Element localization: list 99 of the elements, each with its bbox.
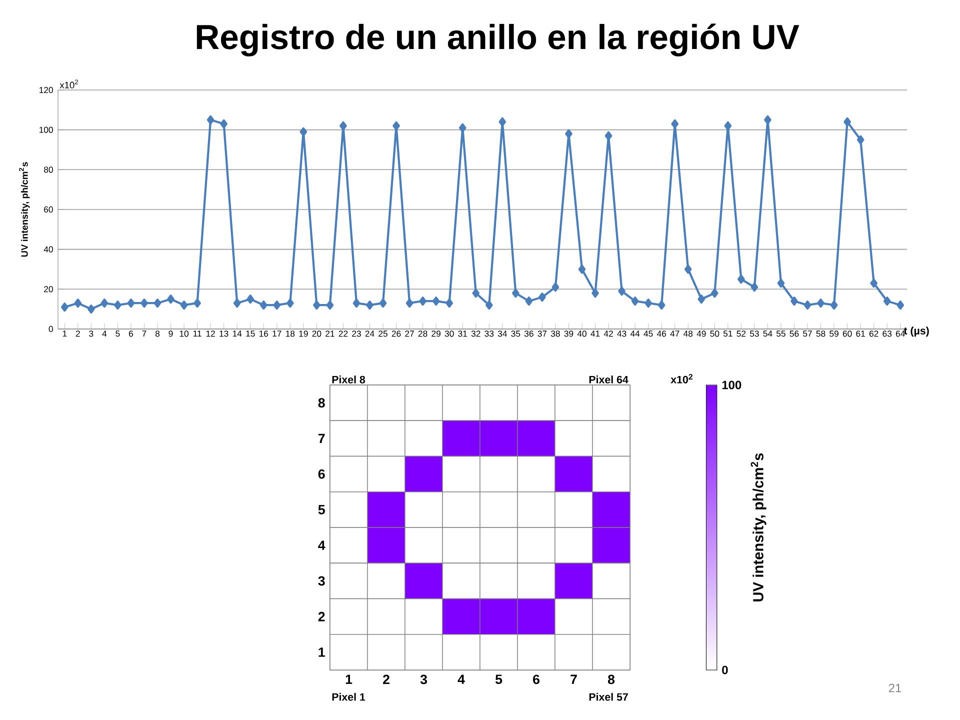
x-tick-label: 2 bbox=[76, 330, 80, 337]
x-tick-label: 45 bbox=[644, 330, 653, 337]
y-tick-label: 7 bbox=[318, 434, 325, 444]
x-tick-label: 56 bbox=[790, 330, 799, 337]
x-tick-label: 44 bbox=[630, 330, 640, 337]
x-tick-label: 57 bbox=[803, 330, 812, 337]
x-tick-label: 38 bbox=[550, 330, 560, 337]
x-tick-label: 35 bbox=[511, 330, 520, 337]
x-tick-label: 51 bbox=[723, 330, 732, 337]
x-tick-label: 64 bbox=[896, 330, 905, 337]
x-tick-label: 37 bbox=[538, 330, 547, 337]
x-tick-label: 6 bbox=[128, 330, 133, 337]
x-tick-label: 26 bbox=[392, 330, 401, 337]
color-bar-label: 100 bbox=[722, 380, 742, 390]
x-tick-label: 39 bbox=[564, 330, 574, 337]
x-tick-label: 63 bbox=[882, 330, 892, 337]
x-tick-label: 31 bbox=[458, 330, 467, 337]
x-tick-label: 49 bbox=[696, 330, 706, 337]
y-tick-label: 4 bbox=[318, 540, 326, 550]
chart-title: Registro de un anillo en la región UV bbox=[196, 24, 800, 56]
x-tick-label: 7 bbox=[142, 330, 146, 337]
x-tick-label: 8 bbox=[608, 674, 615, 684]
x-tick-label: 42 bbox=[604, 330, 613, 337]
x-tick-label: 32 bbox=[471, 330, 480, 337]
x-tick-label: 16 bbox=[259, 330, 268, 337]
x-tick-label: 28 bbox=[418, 330, 428, 337]
y-tick-label: 3 bbox=[318, 576, 325, 586]
x-tick-label: 29 bbox=[432, 330, 440, 337]
x-tick-label: 41 bbox=[590, 330, 600, 337]
x-tick-label: 8 bbox=[155, 330, 160, 337]
x-tick-label: 19 bbox=[299, 330, 308, 337]
x-tick-label: 62 bbox=[869, 330, 878, 337]
x-tick-label: 25 bbox=[378, 330, 388, 337]
text: Pixel 8 bbox=[332, 376, 366, 384]
x-tick-label: 3 bbox=[89, 330, 94, 337]
x-tick-label: 30 bbox=[444, 330, 454, 337]
x-tick-label: 13 bbox=[220, 330, 228, 337]
y-tick-label: 6 bbox=[318, 469, 325, 479]
y-axis-title: UV intensity, ph/cm$^{2}$s bbox=[19, 162, 30, 257]
x-tick-label: 18 bbox=[286, 330, 295, 337]
x-tick-label: 60 bbox=[842, 330, 852, 337]
x-tick-label: 24 bbox=[365, 330, 374, 337]
x-tick-label: 53 bbox=[750, 330, 759, 337]
x-tick-label: 7 bbox=[570, 674, 577, 684]
x-tick-label: 48 bbox=[684, 330, 693, 337]
x-tick-label: 5 bbox=[116, 330, 120, 337]
x-tick-label: 2 bbox=[383, 674, 390, 684]
color-bar-label: 0 bbox=[722, 666, 728, 674]
x-tick-label: 59 bbox=[830, 330, 838, 337]
x-tick-label: 3 bbox=[420, 674, 427, 684]
x-tick-label: 21 bbox=[326, 330, 334, 337]
text: 21 bbox=[888, 684, 902, 692]
y-tick-label: 100 bbox=[40, 126, 53, 133]
y-tick-label: 60 bbox=[44, 206, 53, 213]
y-tick-label: 80 bbox=[44, 166, 53, 173]
y-tick-label: 5 bbox=[318, 505, 325, 514]
y-tick-label: 0 bbox=[48, 326, 53, 332]
x-axis-title: t (µs) bbox=[904, 326, 929, 337]
x-tick-label: 9 bbox=[168, 330, 173, 337]
x-tick-label: 14 bbox=[232, 330, 242, 337]
text: Pixel 1 bbox=[332, 692, 366, 701]
text: Pixel 57 bbox=[589, 692, 628, 701]
y-tick-label: 40 bbox=[44, 246, 53, 252]
x-tick-label: 23 bbox=[352, 330, 361, 337]
y-tick-label: 8 bbox=[318, 398, 325, 408]
x-tick-label: 10 bbox=[180, 330, 189, 337]
x-tick-label: 43 bbox=[617, 330, 626, 337]
x-tick-label: 27 bbox=[405, 330, 414, 337]
x-tick-label: 22 bbox=[338, 330, 348, 337]
x-tick-label: 47 bbox=[670, 330, 680, 337]
text: x10$^{2}$ bbox=[670, 374, 693, 384]
x-tick-label: 1 bbox=[62, 330, 67, 337]
x-tick-label: 36 bbox=[524, 330, 534, 337]
x-tick-label: 54 bbox=[763, 330, 772, 337]
text: x10$^{2}$ bbox=[60, 80, 78, 88]
x-tick-label: 40 bbox=[577, 330, 586, 337]
x-tick-label: 5 bbox=[495, 674, 502, 684]
x-tick-label: 58 bbox=[816, 330, 826, 337]
x-tick-label: 46 bbox=[656, 330, 666, 337]
x-tick-label: 52 bbox=[736, 330, 746, 337]
y-tick-label: 20 bbox=[44, 286, 53, 292]
x-tick-label: 17 bbox=[272, 330, 282, 337]
x-tick-label: 1 bbox=[346, 674, 352, 684]
x-tick-label: 11 bbox=[193, 330, 202, 337]
x-tick-label: 55 bbox=[776, 330, 786, 337]
x-tick-label: 6 bbox=[533, 674, 540, 684]
x-tick-label: 61 bbox=[856, 330, 865, 337]
x-tick-label: 15 bbox=[246, 330, 255, 337]
x-tick-label: 50 bbox=[710, 330, 720, 337]
x-tick-label: 4 bbox=[102, 330, 107, 337]
y-tick-label: 120 bbox=[40, 86, 53, 94]
x-tick-label: 33 bbox=[484, 330, 494, 337]
x-tick-label: 4 bbox=[458, 674, 465, 684]
y-tick-label: 2 bbox=[318, 612, 325, 622]
y-tick-label: 1 bbox=[318, 648, 325, 657]
x-tick-label: 34 bbox=[498, 330, 507, 337]
color-bar-title: UV intensity, ph/cm$^{2}$s bbox=[750, 453, 766, 602]
text: Pixel 64 bbox=[589, 376, 628, 384]
x-tick-label: 12 bbox=[206, 330, 215, 337]
